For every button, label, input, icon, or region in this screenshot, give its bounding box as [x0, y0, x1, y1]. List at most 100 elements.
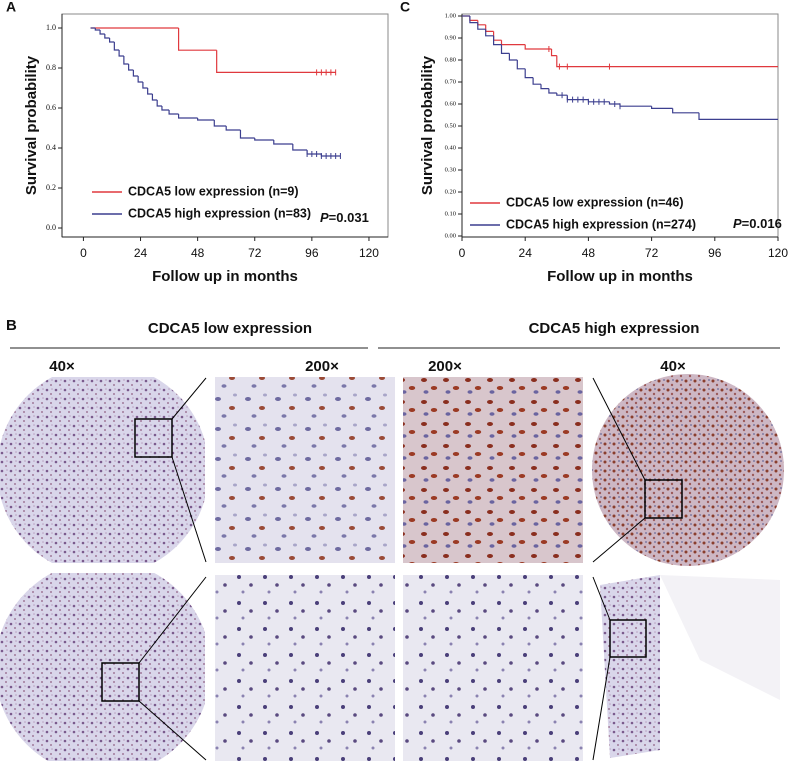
- survival-step: [197, 118, 215, 121]
- survival-step: [108, 38, 115, 43]
- survival-step: [477, 20, 486, 26]
- x-tick-label: 0: [80, 246, 87, 260]
- legend-label: CDCA5 high expression (n=83): [128, 206, 311, 220]
- survival-step: [524, 44, 552, 50]
- survival-step: [556, 93, 568, 96]
- x-axis-label: Follow up in months: [547, 268, 693, 285]
- survival-step: [177, 114, 198, 119]
- x-tick-label: 96: [708, 246, 722, 260]
- micrograph: [215, 377, 395, 563]
- p-value: P=0.016: [733, 216, 782, 231]
- p-symbol: P: [320, 210, 329, 225]
- survival-step: [94, 28, 101, 31]
- y-tick-label: 0.8: [46, 63, 56, 72]
- survival-step: [225, 126, 241, 131]
- survival-step: [177, 28, 217, 51]
- x-tick-label: 72: [645, 246, 659, 260]
- zoom-box: [101, 662, 140, 702]
- survival-step: [548, 88, 557, 94]
- y-tick-label: 0.20: [445, 188, 456, 195]
- survival-step: [485, 24, 494, 32]
- survival-step: [99, 30, 105, 35]
- survival-step: [104, 34, 110, 39]
- survival-step: [216, 50, 336, 73]
- x-tick-label: 96: [305, 246, 319, 260]
- tissue-core: [0, 573, 205, 761]
- y-tick-label: 0.70: [445, 78, 456, 85]
- x-tick-label: 24: [519, 246, 533, 260]
- x-tick-label: 24: [134, 246, 148, 260]
- zoom-line: [592, 656, 611, 761]
- panel-label: B: [6, 317, 17, 334]
- legend-label: CDCA5 high expression (n=274): [506, 217, 696, 231]
- survival-step: [608, 101, 620, 105]
- y-axis-label: Survival probability: [419, 55, 436, 195]
- zoom-line: [592, 377, 646, 481]
- x-tick-label: 0: [459, 246, 466, 260]
- survival-step: [132, 70, 139, 77]
- survival-step: [306, 150, 322, 155]
- survival-step: [540, 84, 549, 90]
- zoom-line: [138, 576, 207, 664]
- survival-step: [239, 130, 255, 139]
- group-label: CDCA5 low expression: [148, 320, 312, 337]
- micrograph: [215, 575, 395, 761]
- zoom-line: [592, 576, 611, 621]
- survival-step: [508, 53, 518, 61]
- survival-step: [651, 106, 673, 109]
- survival-step: [500, 40, 526, 46]
- y-tick-label: 0.6: [46, 103, 56, 112]
- x-tick-label: 120: [359, 246, 379, 260]
- zoom-line: [138, 700, 207, 761]
- y-axis-label: Survival probability: [23, 55, 40, 195]
- legend-label: CDCA5 low expression (n=46): [506, 195, 683, 209]
- survival-step: [477, 22, 486, 30]
- tissue-core: [592, 374, 784, 566]
- tissue-core: [660, 575, 780, 700]
- survival-step: [672, 108, 699, 114]
- p-value: P=0.031: [320, 210, 369, 225]
- survival-step: [168, 110, 179, 115]
- magnification: 200×: [428, 358, 462, 375]
- y-tick-label: 1.00: [445, 12, 456, 19]
- survival-step: [156, 100, 162, 107]
- zoom-line: [171, 377, 207, 420]
- x-tick-label: 48: [582, 246, 596, 260]
- y-tick-label: 0.2: [46, 183, 56, 192]
- survival-step: [698, 112, 778, 120]
- survival-step: [137, 76, 143, 83]
- p-symbol: P: [733, 216, 742, 231]
- zoom-box: [644, 479, 683, 519]
- survival-step: [469, 16, 478, 24]
- panel-b: B CDCA5 low expression CDCA5 high expres…: [0, 317, 784, 761]
- magnification: 200×: [305, 358, 339, 375]
- zoom-line: [171, 456, 207, 563]
- survival-step: [516, 60, 526, 70]
- micrograph: [403, 575, 583, 761]
- legend-label: CDCA5 low expression (n=9): [128, 184, 299, 198]
- group-label: CDCA5 high expression: [529, 320, 700, 337]
- survival-step: [142, 82, 148, 89]
- survival-step: [524, 68, 534, 79]
- survival-step: [469, 16, 478, 21]
- survival-step: [151, 94, 158, 101]
- zoom-box: [609, 619, 647, 658]
- y-tick-label: 0.0: [46, 223, 56, 232]
- panel-label: C: [400, 0, 410, 15]
- survival-step: [292, 144, 308, 151]
- panel-label: A: [6, 0, 16, 15]
- survival-step: [273, 140, 293, 145]
- y-tick-label: 0.30: [445, 166, 456, 173]
- y-tick-label: 0.60: [445, 100, 456, 107]
- y-tick-label: 0.4: [46, 143, 56, 152]
- x-tick-label: 72: [248, 246, 262, 260]
- p-number: =0.016: [742, 216, 782, 231]
- survival-step: [213, 120, 227, 127]
- survival-step: [550, 49, 557, 57]
- survival-step: [147, 88, 153, 95]
- survival-step: [118, 50, 124, 57]
- y-tick-label: 0.10: [445, 210, 456, 217]
- magnification: 40×: [49, 358, 75, 375]
- x-tick-label: 120: [768, 246, 788, 260]
